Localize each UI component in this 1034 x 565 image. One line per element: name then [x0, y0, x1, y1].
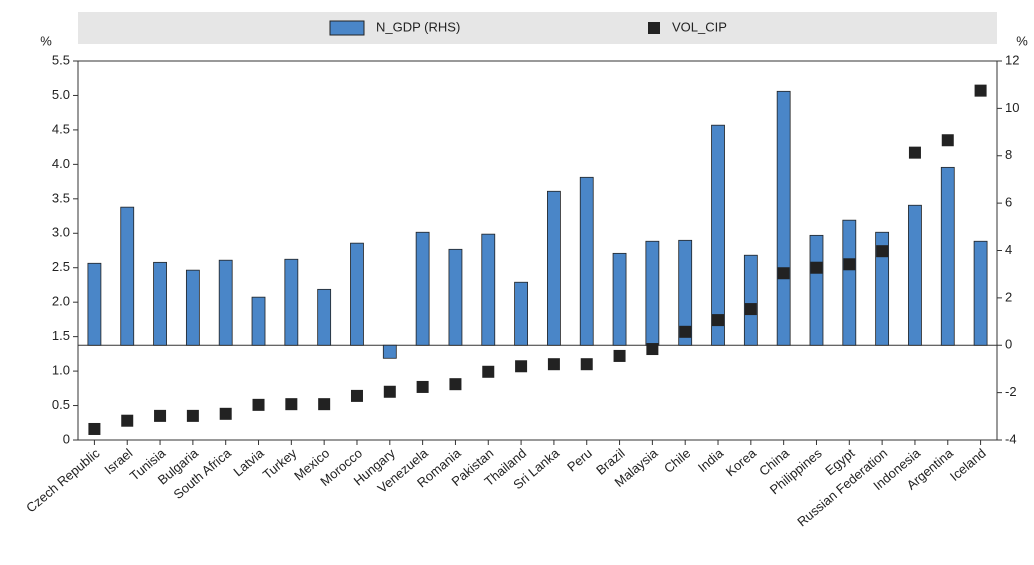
y2-tick-label: 8 [1005, 147, 1012, 162]
bar [940, 166, 955, 346]
marker [810, 261, 823, 274]
bar [317, 288, 332, 346]
bar [448, 248, 463, 346]
y-tick-label: 3.5 [52, 190, 70, 205]
marker [88, 422, 101, 435]
y-tick-label: 4.0 [52, 156, 70, 171]
marker [121, 414, 134, 427]
y2-tick-label: 6 [1005, 195, 1012, 210]
bar [678, 239, 693, 346]
bar [218, 259, 233, 346]
marker [580, 358, 593, 371]
bar [711, 124, 725, 346]
marker [154, 409, 167, 422]
marker [941, 134, 954, 147]
x-tick-label: Iceland [947, 445, 989, 483]
y2-tick-label: 2 [1005, 289, 1012, 304]
marker [219, 407, 232, 420]
bar [153, 261, 167, 346]
y2-tick-label: 0 [1005, 337, 1012, 352]
bar [185, 269, 200, 346]
marker [285, 398, 298, 411]
y-tick-label: 5.0 [52, 87, 70, 102]
marker [712, 314, 725, 327]
x-tick-label: Czech Republic [23, 445, 103, 515]
x-tick-label: Korea [723, 445, 760, 479]
bar [973, 240, 988, 346]
marker [547, 358, 560, 371]
bar [579, 176, 594, 346]
marker [350, 389, 363, 402]
marker [744, 303, 757, 316]
bar [842, 219, 857, 346]
legend-swatch [329, 20, 365, 36]
y2-tick-label: 4 [1005, 242, 1012, 257]
bar [908, 204, 922, 346]
marker [908, 146, 921, 159]
y-tick-label: 5.5 [52, 52, 70, 67]
x-tick-label: Chile [661, 445, 693, 476]
marker [515, 360, 528, 373]
y2-tick-label: 10 [1005, 100, 1019, 115]
marker [777, 267, 790, 280]
y-tick-label: 1.5 [52, 328, 70, 343]
y-tick-label: 2.0 [52, 294, 70, 309]
y-tick-label: 0 [63, 431, 70, 446]
marker [843, 258, 856, 271]
y2-tick-label: -4 [1005, 431, 1017, 446]
x-tick-label: India [695, 445, 727, 475]
marker [383, 385, 396, 398]
marker [318, 398, 331, 411]
bar [809, 234, 824, 346]
bar [481, 233, 496, 346]
y-tick-label: 0.5 [52, 397, 70, 412]
y2-unit: % [1016, 33, 1028, 48]
y-tick-label: 1.0 [52, 363, 70, 378]
bar [87, 262, 102, 346]
x-tick-label: Peru [564, 445, 595, 474]
y-tick-label: 3.0 [52, 225, 70, 240]
marker [974, 84, 987, 97]
marker [679, 325, 692, 338]
marker [613, 349, 626, 362]
bar [776, 90, 791, 346]
legend-label: N_GDP (RHS) [376, 19, 460, 34]
bar [612, 252, 627, 346]
y2-tick-label: -2 [1005, 384, 1017, 399]
marker [449, 378, 462, 391]
marker [646, 343, 659, 356]
y-unit: % [40, 33, 52, 48]
y-tick-label: 4.5 [52, 121, 70, 136]
bar [645, 240, 660, 346]
marker [252, 398, 265, 411]
legend-swatch [648, 22, 660, 34]
marker [482, 365, 495, 378]
marker [186, 409, 199, 422]
bar [547, 190, 561, 346]
bar [415, 231, 430, 346]
bar [875, 231, 890, 346]
marker [416, 380, 429, 393]
bar [743, 254, 758, 346]
bar [251, 296, 266, 346]
y2-tick-label: 12 [1005, 52, 1019, 67]
legend-label: VOL_CIP [672, 19, 727, 34]
bar [120, 206, 135, 346]
bar [350, 242, 364, 346]
bar [382, 344, 397, 359]
bar [514, 281, 528, 346]
marker [876, 245, 889, 258]
bar [284, 258, 299, 346]
y-tick-label: 2.5 [52, 259, 70, 274]
plot-frame [77, 60, 998, 441]
legend-band [78, 12, 997, 44]
